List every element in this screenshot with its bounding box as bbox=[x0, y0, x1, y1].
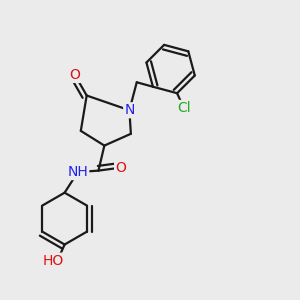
Text: NH: NH bbox=[68, 165, 88, 179]
Text: O: O bbox=[115, 161, 126, 175]
Text: HO: HO bbox=[42, 254, 64, 268]
Text: O: O bbox=[70, 68, 80, 82]
Text: N: N bbox=[124, 103, 135, 117]
Text: Cl: Cl bbox=[178, 101, 191, 115]
